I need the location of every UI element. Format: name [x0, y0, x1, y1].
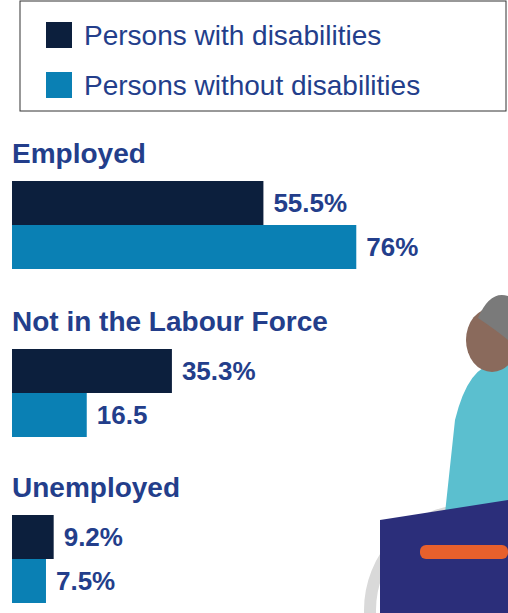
bar [12, 181, 263, 225]
data-label: 76% [366, 232, 418, 262]
data-label: 7.5% [56, 566, 115, 596]
legend-label: Persons with disabilities [84, 20, 381, 51]
legend-label: Persons without disabilities [84, 70, 420, 101]
data-label: 16.5 [97, 400, 148, 430]
armrest [420, 545, 508, 559]
legend-box [20, 1, 506, 111]
bar [12, 349, 172, 393]
chart: Persons with disabilities Persons without… [0, 0, 508, 613]
hair [478, 295, 508, 340]
data-label: 55.5% [273, 188, 347, 218]
bar [12, 393, 87, 437]
data-label: 35.3% [182, 356, 256, 386]
legend: Persons with disabilities Persons without… [20, 1, 506, 111]
data-label: 9.2% [64, 522, 123, 552]
labels: Employed 55.5% 76% Not in the Labour Force 3… [12, 138, 418, 596]
legend-swatch [46, 72, 72, 98]
bar [12, 225, 356, 269]
legend-swatch [46, 22, 72, 48]
category-title: Employed [12, 138, 146, 169]
category-title: Not in the Labour Force [12, 306, 328, 337]
illustration [370, 295, 508, 613]
bar [12, 559, 46, 603]
category-title: Unemployed [12, 472, 180, 503]
legs [380, 500, 508, 613]
bar [12, 515, 54, 559]
bars [12, 181, 356, 603]
